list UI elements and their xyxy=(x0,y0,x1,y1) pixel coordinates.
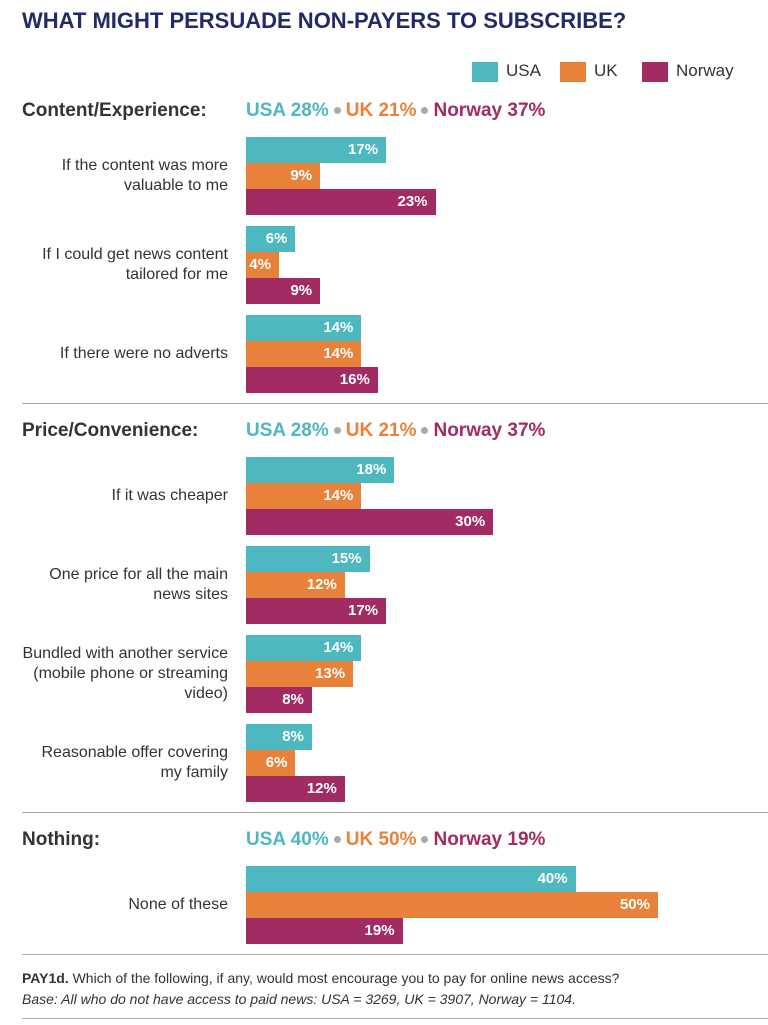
value-label: 14% xyxy=(323,487,354,504)
chart-title: WHAT MIGHT PERSUADE NON-PAYERS TO SUBSCR… xyxy=(22,8,627,33)
legend-swatch xyxy=(472,62,498,82)
value-label: 18% xyxy=(356,461,387,478)
bar xyxy=(246,252,279,278)
group-summary: USA 40% UK 50% Norway 19% xyxy=(246,829,545,851)
footnote-label: PAY1d. xyxy=(22,970,69,986)
value-label: 6% xyxy=(265,230,288,247)
group-title: Nothing: xyxy=(22,829,101,850)
category-label: None of these xyxy=(128,896,228,913)
summary-label: UK 21% xyxy=(345,100,417,121)
bar xyxy=(246,598,387,624)
bar xyxy=(246,635,362,661)
bar xyxy=(246,918,403,944)
value-label: 13% xyxy=(315,665,346,682)
value-label: 12% xyxy=(306,780,337,797)
value-label: 30% xyxy=(455,513,486,530)
separator-line xyxy=(22,403,768,404)
bar xyxy=(246,483,362,509)
value-label: 15% xyxy=(331,550,362,567)
separator-dot xyxy=(421,836,429,844)
value-label: 14% xyxy=(323,345,354,362)
separator-dot xyxy=(333,107,341,115)
value-label: 12% xyxy=(306,576,337,593)
category-label: If it was cheaper xyxy=(111,487,229,504)
bar xyxy=(246,776,345,802)
bar xyxy=(246,278,321,304)
bar xyxy=(246,572,345,598)
category-label: If I could get news content tailored for… xyxy=(42,246,228,283)
separator-dot xyxy=(333,836,341,844)
separator-dot xyxy=(421,427,429,435)
value-label: 8% xyxy=(282,728,304,745)
base-note: Base: All who do not have access to paid… xyxy=(22,991,576,1007)
legend-swatch xyxy=(642,62,668,82)
value-label: 14% xyxy=(323,319,354,336)
bar xyxy=(246,866,576,892)
group-title: Price/Convenience: xyxy=(22,420,199,441)
summary-label: USA 40% xyxy=(246,829,329,850)
category-label: Reasonable offer covering my family xyxy=(41,744,229,781)
value-label: 23% xyxy=(397,193,428,210)
group-summary: USA 28% UK 21% Norway 37% xyxy=(246,100,545,122)
bar xyxy=(246,457,395,483)
group-title: Content/Experience: xyxy=(22,100,207,121)
separator-dot xyxy=(421,107,429,115)
value-label: 6% xyxy=(265,754,288,771)
bar xyxy=(246,687,312,713)
bar xyxy=(246,661,354,687)
legend-label: Norway xyxy=(676,61,734,80)
category-label: If the content was more valuable to me xyxy=(61,157,228,194)
value-label: 17% xyxy=(348,141,379,158)
category-label: If there were no adverts xyxy=(59,345,228,362)
bar xyxy=(246,163,321,189)
separator-line xyxy=(22,1018,768,1019)
summary-label: USA 28% xyxy=(246,100,329,121)
bar xyxy=(246,341,362,367)
value-label: 50% xyxy=(619,896,650,913)
value-label: 14% xyxy=(323,639,354,656)
value-label: 4% xyxy=(249,256,271,273)
summary-label: UK 50% xyxy=(345,829,417,850)
footnote-text: Which of the following, if any, would mo… xyxy=(72,970,620,986)
legend-label: USA xyxy=(506,61,541,80)
separator-line xyxy=(22,812,768,813)
summary-label: Norway 37% xyxy=(433,100,546,121)
summary-label: USA 28% xyxy=(246,420,329,441)
legend-swatch xyxy=(560,62,586,82)
summary-label: Norway 37% xyxy=(433,420,546,441)
bar xyxy=(246,509,494,535)
value-label: 8% xyxy=(282,691,304,708)
summary-label: Norway 19% xyxy=(433,829,546,850)
bar xyxy=(246,367,378,393)
bar xyxy=(246,137,387,163)
value-label: 16% xyxy=(339,371,370,388)
bar xyxy=(246,315,362,341)
value-label: 17% xyxy=(348,602,379,619)
bar xyxy=(246,546,370,572)
value-label: 9% xyxy=(290,167,313,184)
footnote: PAY1d. Which of the following, if any, w… xyxy=(22,970,619,986)
bar xyxy=(246,226,296,252)
summary-label: UK 21% xyxy=(345,420,417,441)
bar xyxy=(246,750,296,776)
value-label: 40% xyxy=(537,870,568,887)
value-label: 19% xyxy=(364,922,395,939)
category-label: Bundled with another service (mobile pho… xyxy=(22,645,228,702)
category-label: One price for all the main news sites xyxy=(49,566,228,603)
separator-dot xyxy=(333,427,341,435)
bar xyxy=(246,892,658,918)
bar xyxy=(246,189,436,215)
legend-label: UK xyxy=(594,61,618,80)
separator-line xyxy=(22,954,768,955)
value-label: 9% xyxy=(290,282,313,299)
bar xyxy=(246,724,312,750)
group-summary: USA 28% UK 21% Norway 37% xyxy=(246,420,545,442)
